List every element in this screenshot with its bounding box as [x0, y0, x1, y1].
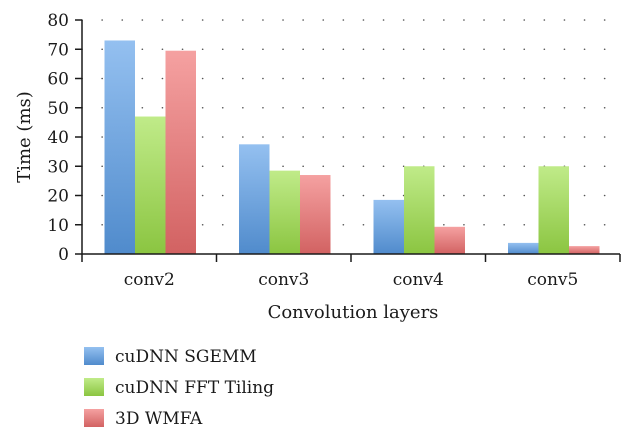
- legend-label: cuDNN FFT Tiling: [115, 378, 274, 398]
- y-tick-label: 30: [47, 157, 69, 177]
- y-tick-label: 70: [47, 40, 69, 60]
- bars: [104, 40, 600, 255]
- legend-label: 3D WMFA: [115, 409, 203, 429]
- x-tick-label: conv4: [393, 270, 444, 290]
- bar-conv2-1: [135, 116, 166, 255]
- y-tick-label: 80: [47, 11, 69, 31]
- legend-swatch: [84, 409, 104, 427]
- legend-swatch: [84, 347, 104, 365]
- bar-conv2-0: [104, 40, 135, 254]
- legend-swatch: [84, 378, 104, 396]
- y-tick-label: 10: [47, 216, 69, 236]
- y-axis-title: Time (ms): [14, 91, 35, 183]
- bar-conv4-0: [373, 199, 404, 254]
- legend-label: cuDNN SGEMM: [115, 347, 257, 367]
- x-tick-label: conv3: [258, 270, 309, 290]
- y-tick-label: 40: [47, 128, 69, 148]
- bar-conv3-2: [300, 175, 331, 254]
- bar-conv4-1: [404, 166, 435, 254]
- bar-conv5-0: [508, 242, 539, 254]
- x-tick-label: conv5: [527, 270, 578, 290]
- bar-conv5-1: [538, 166, 569, 254]
- bar-conv2-2: [165, 50, 196, 255]
- x-tick-label: conv2: [124, 270, 175, 290]
- x-axis-title: Convolution layers: [268, 302, 439, 323]
- bar-conv5-2: [569, 246, 600, 254]
- tick-labels: 0 10 20 30 40 50 60 70 80 conv2 conv3 conv4 conv5: [47, 11, 578, 290]
- bar-conv3-1: [269, 170, 300, 254]
- y-tick-label: 0: [58, 245, 69, 265]
- axes: [75, 19, 621, 262]
- y-tick-label: 50: [47, 99, 69, 119]
- bar-conv4-2: [434, 226, 465, 254]
- legend: cuDNN SGEMM cuDNN FFT Tiling 3D WMFA: [84, 347, 274, 429]
- y-tick-label: 60: [47, 70, 69, 90]
- y-tick-label: 20: [47, 187, 69, 207]
- bar-conv3-0: [239, 144, 270, 254]
